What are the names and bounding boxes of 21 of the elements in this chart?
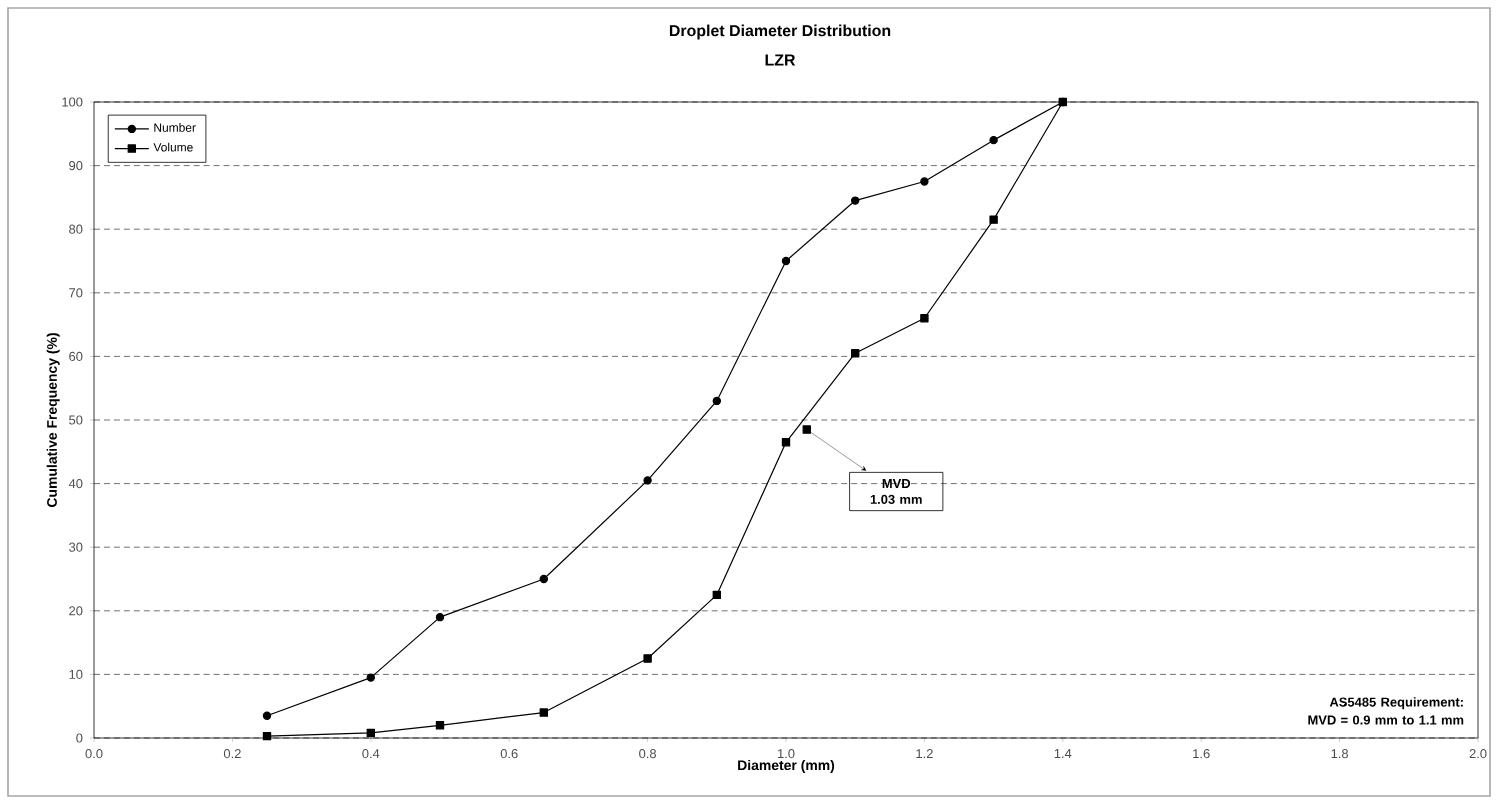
point [781,438,791,447]
point [712,590,722,600]
point [435,612,445,622]
point [920,177,929,186]
point [851,196,860,205]
point [851,349,860,358]
point [643,654,652,663]
point [435,721,445,730]
point [802,425,811,434]
point [643,476,652,485]
point [262,711,272,720]
point [989,135,998,145]
point [366,673,376,682]
point [262,731,272,741]
point [781,256,791,266]
point [712,396,722,406]
point [539,574,549,584]
point [920,314,929,323]
point [366,728,376,738]
point [539,708,549,717]
point [989,215,998,224]
